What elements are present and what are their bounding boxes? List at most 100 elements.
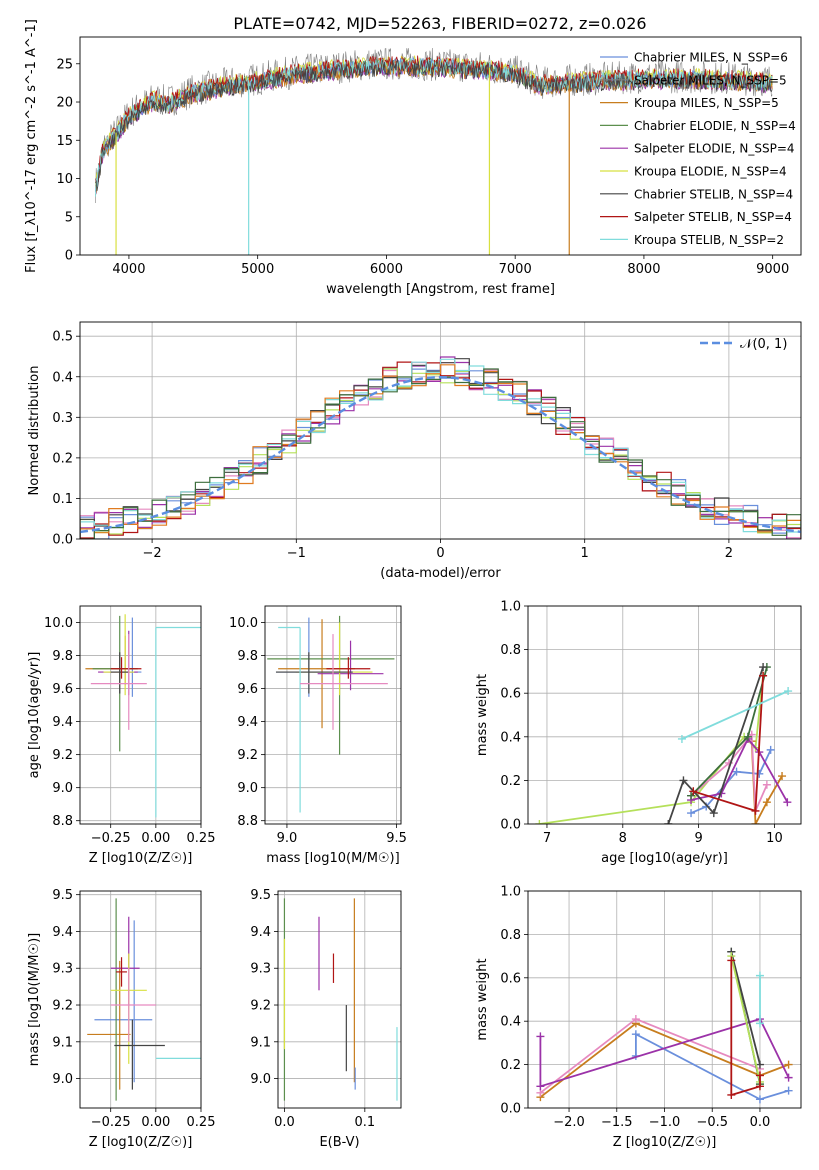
weight_vs_Z-xtick-label: −2.0 [553,1115,585,1130]
weight-marker [784,1086,793,1095]
mass_vs_EBV-xlabel: E(B-V) [319,1135,359,1150]
weight-marker [631,1015,640,1024]
weight-series-line [539,675,764,824]
weight-marker [755,1060,764,1069]
age_vs_Z-ytick-label: 9.4 [52,715,73,730]
weight_vs_age-frame [527,605,802,825]
weight-marker [677,734,686,743]
weight-marker [631,1030,640,1039]
weight-marker [751,820,760,824]
weight-marker [784,1060,793,1069]
spectrum-xtick-label: 8000 [627,262,660,277]
mass_vs_EBV-ytick-label: 9.0 [250,1072,271,1087]
spectrum-series-line [95,47,773,204]
age_vs_mass-xlabel: mass [log10(M/M☉)] [266,851,399,866]
mass_vs_Z-frame [79,890,202,1109]
weight-marker [759,663,768,672]
residuals-axes: −2 −1 0 1 2 0.0 0.1 0.2 0.3 0.4 0.5 (data-model)/er… [27,322,801,581]
mass_vs_Z-axes: −0.25 0.00 0.25 9.0 9.1 9.2 9.3 9.4 9.5 Z [log10(… [27,888,215,1150]
weight_vs_age-xtick-label: 8 [619,831,627,846]
weight-marker [732,767,741,776]
weight-marker [536,1032,545,1041]
residuals-xtick-label: 0 [436,546,444,561]
age_vs_Z-frame [79,605,202,825]
spectrum-xtick-label: 5000 [241,262,274,277]
age_vs_Z-errorbars [85,614,201,818]
spectrum-xtick-label: 6000 [370,262,403,277]
legend-label: Kroupa ELODIE, N_SSP=4 [634,165,787,179]
weight-marker [783,798,792,807]
weight-marker [664,820,673,824]
residual-histograms [80,356,801,539]
age_vs_mass-xtick-label: 9.0 [277,831,298,846]
weight-marker [743,732,752,741]
mass_vs_Z-xlabel: Z [log10(Z/Z☉)] [89,1135,193,1150]
spectrum-xlabel: wavelength [Angstrom, rest frame] [326,282,555,297]
age_vs_Z-ytick-label: 9.0 [52,781,73,796]
spectrum-legend: Chabrier MILES, N_SSP=6 Salpeter MILES, N… [600,51,796,247]
age_vs_mass-frame [264,605,402,825]
spectrum-xtick-label: 9000 [756,262,789,277]
mass_vs_Z-xtick-label: 0.00 [141,1115,170,1130]
mass_vs_EBV-ytick-label: 9.2 [250,999,271,1014]
age_vs_Z-ytick-label: 9.8 [52,649,73,664]
mass_vs_Z-ytick-label: 9.4 [52,925,73,940]
mass_vs_Z-ytick-label: 9.5 [52,888,73,903]
weight-marker [727,956,736,965]
mass_vs_EBV-xtick-label: 0.0 [274,1115,295,1130]
weight-series-line [539,1022,789,1098]
legend-label: Salpeter ELODIE, N_SSP=4 [634,142,795,156]
legend-label: Kroupa STELIB, N_SSP=2 [634,233,784,247]
weight_vs_age-ytick-label: 0.6 [500,687,521,702]
weight_vs_age-ytick-label: 0.8 [500,643,521,658]
weight-marker [759,671,768,680]
weight-series-line [635,1032,789,1101]
weight-marker [755,971,764,980]
mass_vs_EBV-xtick-label: 0.1 [354,1115,375,1130]
spectrum-xtick-label: 4000 [112,262,145,277]
mass_vs_Z-ytick-label: 9.0 [52,1072,73,1087]
weight-marker [727,1090,736,1099]
age_vs_Z-xtick-label: 0.25 [187,831,216,846]
weight_vs_Z-xtick-label: −0.5 [696,1115,728,1130]
mass_vs_EBV-errorbars [283,898,398,1101]
residuals-ytick-label: 0.0 [52,533,73,548]
spectrum-series-line [95,58,773,197]
residuals-ytick-label: 0.3 [52,411,73,426]
legend-label: Salpeter STELIB, N_SSP=4 [634,210,792,224]
age_vs_Z-ytick-label: 9.6 [52,682,73,697]
age_vs_Z-ytick-label: 10.0 [44,616,73,631]
age_vs_Z-ylabel: age [log10(age/yr)] [27,652,42,779]
residuals-xtick-label: −1 [287,546,306,561]
residuals-ylabel: Normed distribution [27,366,42,496]
residuals-xlabel: (data-model)/error [380,566,501,581]
weight_vs_Z-axes: −2.0 −1.5 −1.0 −0.5 0.0 0.0 0.2 0.4 0.6 0.8 1.0 Z [… [475,885,801,1150]
age_vs_Z-ytick-label: 9.2 [52,748,73,763]
age_vs_Z-xtick-label: 0.00 [141,831,170,846]
mass_vs_Z-ytick-label: 9.3 [52,962,73,977]
gaussian-curve [80,375,801,534]
residuals-ytick-label: 0.2 [52,451,73,466]
age_vs_Z-xtick-label: −0.25 [91,831,131,846]
residuals-xtick-label: 1 [581,546,589,561]
weight_vs_age-xlabel: age [log10(age/yr)] [601,851,728,866]
legend-label: Chabrier MILES, N_SSP=6 [634,51,788,65]
weight_vs_Z-ytick-label: 0.2 [500,1058,521,1073]
weight_vs_Z-xtick-label: 0.0 [750,1115,771,1130]
weight-marker [687,809,696,818]
mass_vs_EBV-frame [277,890,402,1109]
weight_vs_age-lines [535,663,793,824]
age_vs_mass-axes: 9.0 9.5 8.8 9.0 9.2 9.4 9.6 9.8 10.0 mass [log10(… [229,606,407,866]
weight-marker [762,780,771,789]
mass_vs_Z-ytick-label: 9.1 [52,1035,73,1050]
spectrum-ytick-label: 25 [56,57,73,72]
mass_vs_EBV-axes: 0.0 0.1 9.0 9.1 9.2 9.3 9.4 9.5 E(B-V) [250,888,401,1150]
mass_vs_Z-xtick-label: 0.25 [187,1115,216,1130]
weight_vs_Z-ytick-label: 0.6 [500,971,521,986]
weight_vs_Z-ytick-label: 1.0 [500,885,521,900]
age_vs_mass-ytick-label: 9.4 [237,715,258,730]
weight_vs_Z-ytick-label: 0.8 [500,928,521,943]
age_vs_Z-xlabel: Z [log10(Z/Z☉)] [89,851,193,866]
residuals-ytick-label: 0.4 [52,370,73,385]
